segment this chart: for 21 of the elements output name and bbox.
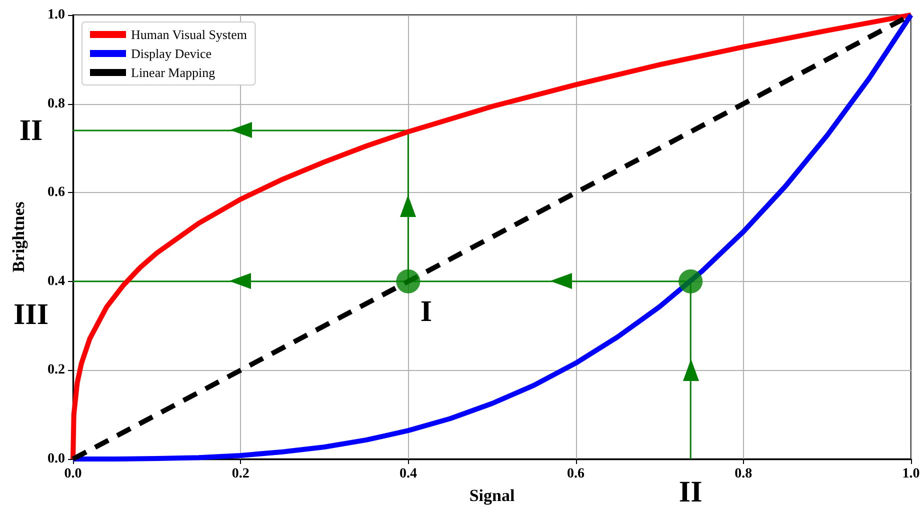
legend-label: Display Device xyxy=(131,46,212,61)
x-tick-label: 0.8 xyxy=(734,466,752,482)
annotation: I xyxy=(420,294,432,328)
y-axis-title: Brightnes xyxy=(9,201,28,272)
y-tick-label: 0.4 xyxy=(48,274,65,289)
annotation: II xyxy=(678,476,702,508)
annotation: II xyxy=(19,114,43,147)
legend-label: Linear Mapping xyxy=(131,65,216,80)
y-tick-label: 1.0 xyxy=(48,8,65,22)
legend-label: Human Visual System xyxy=(131,27,247,42)
x-tick-label: 0.2 xyxy=(232,466,250,482)
x-tick-label: 0.0 xyxy=(64,466,82,482)
annotation: III xyxy=(13,298,49,331)
x-tick-label: 1.0 xyxy=(902,466,920,482)
y-tick-label: 0.6 xyxy=(48,185,65,200)
y-tick-label: 0.2 xyxy=(48,362,65,378)
x-tick-label: 0.6 xyxy=(567,466,585,482)
x-axis-title: Signal xyxy=(469,486,515,505)
y-tick-label: 0.0 xyxy=(48,452,65,466)
y-tick-label: 0.8 xyxy=(48,96,65,112)
x-tick-label: 0.4 xyxy=(399,466,417,482)
